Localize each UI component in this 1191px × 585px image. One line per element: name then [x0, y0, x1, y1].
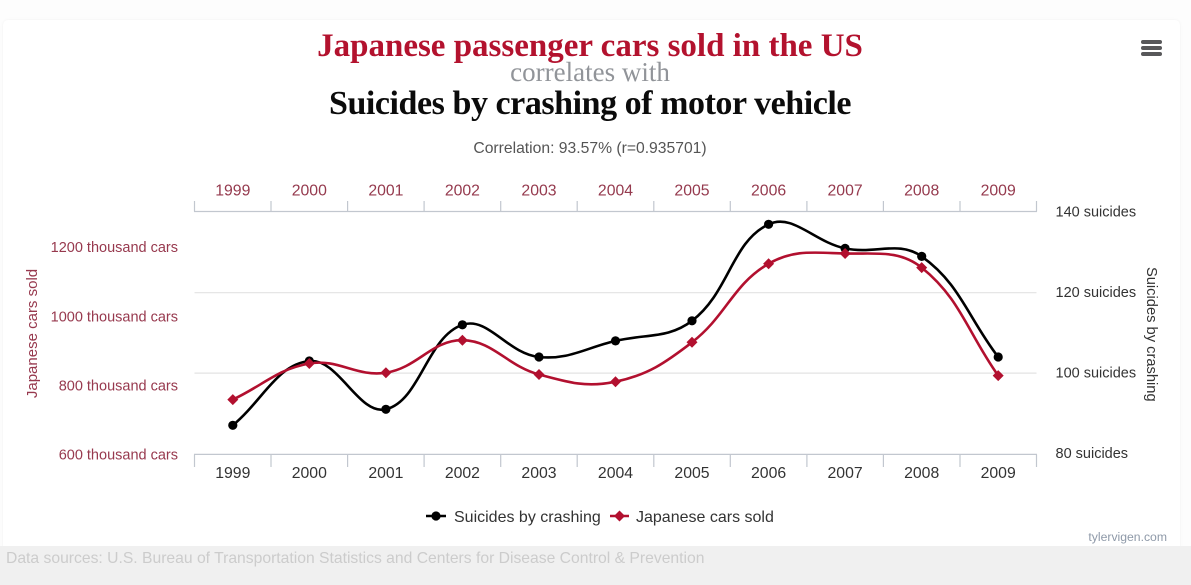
svg-text:Japanese cars sold: Japanese cars sold	[24, 269, 41, 398]
svg-text:2000: 2000	[292, 182, 327, 199]
svg-text:2005: 2005	[674, 182, 709, 199]
svg-text:2007: 2007	[828, 465, 863, 482]
svg-text:1000 thousand cars: 1000 thousand cars	[51, 310, 178, 326]
svg-text:2002: 2002	[445, 182, 480, 199]
svg-text:100 suicides: 100 suicides	[1056, 365, 1137, 381]
svg-text:2006: 2006	[751, 182, 786, 199]
svg-text:2001: 2001	[368, 182, 403, 199]
svg-text:2006: 2006	[751, 465, 786, 482]
svg-text:2003: 2003	[521, 182, 556, 199]
svg-text:140 suicides: 140 suicides	[1056, 205, 1137, 221]
svg-text:2000: 2000	[292, 465, 327, 482]
svg-text:2009: 2009	[981, 465, 1016, 482]
svg-text:Japanese cars sold: Japanese cars sold	[636, 509, 774, 526]
svg-text:2002: 2002	[445, 465, 480, 482]
svg-text:Suicides by crashing: Suicides by crashing	[1143, 267, 1159, 402]
svg-text:1200 thousand cars: 1200 thousand cars	[51, 240, 178, 256]
svg-text:2007: 2007	[828, 182, 863, 199]
svg-text:2008: 2008	[904, 182, 939, 199]
svg-text:Suicides by crashing: Suicides by crashing	[454, 509, 601, 526]
svg-text:2008: 2008	[904, 465, 939, 482]
svg-text:800 thousand cars: 800 thousand cars	[59, 379, 178, 395]
svg-text:120 suicides: 120 suicides	[1056, 285, 1137, 301]
svg-text:2003: 2003	[521, 465, 556, 482]
svg-text:600 thousand cars: 600 thousand cars	[59, 447, 178, 463]
svg-text:2005: 2005	[674, 465, 709, 482]
svg-text:1999: 1999	[215, 182, 250, 199]
svg-text:1999: 1999	[215, 465, 250, 482]
svg-text:2001: 2001	[368, 465, 403, 482]
svg-text:80 suicides: 80 suicides	[1056, 446, 1129, 462]
svg-text:2004: 2004	[598, 182, 633, 199]
svg-text:2009: 2009	[981, 182, 1016, 199]
svg-text:2004: 2004	[598, 465, 633, 482]
